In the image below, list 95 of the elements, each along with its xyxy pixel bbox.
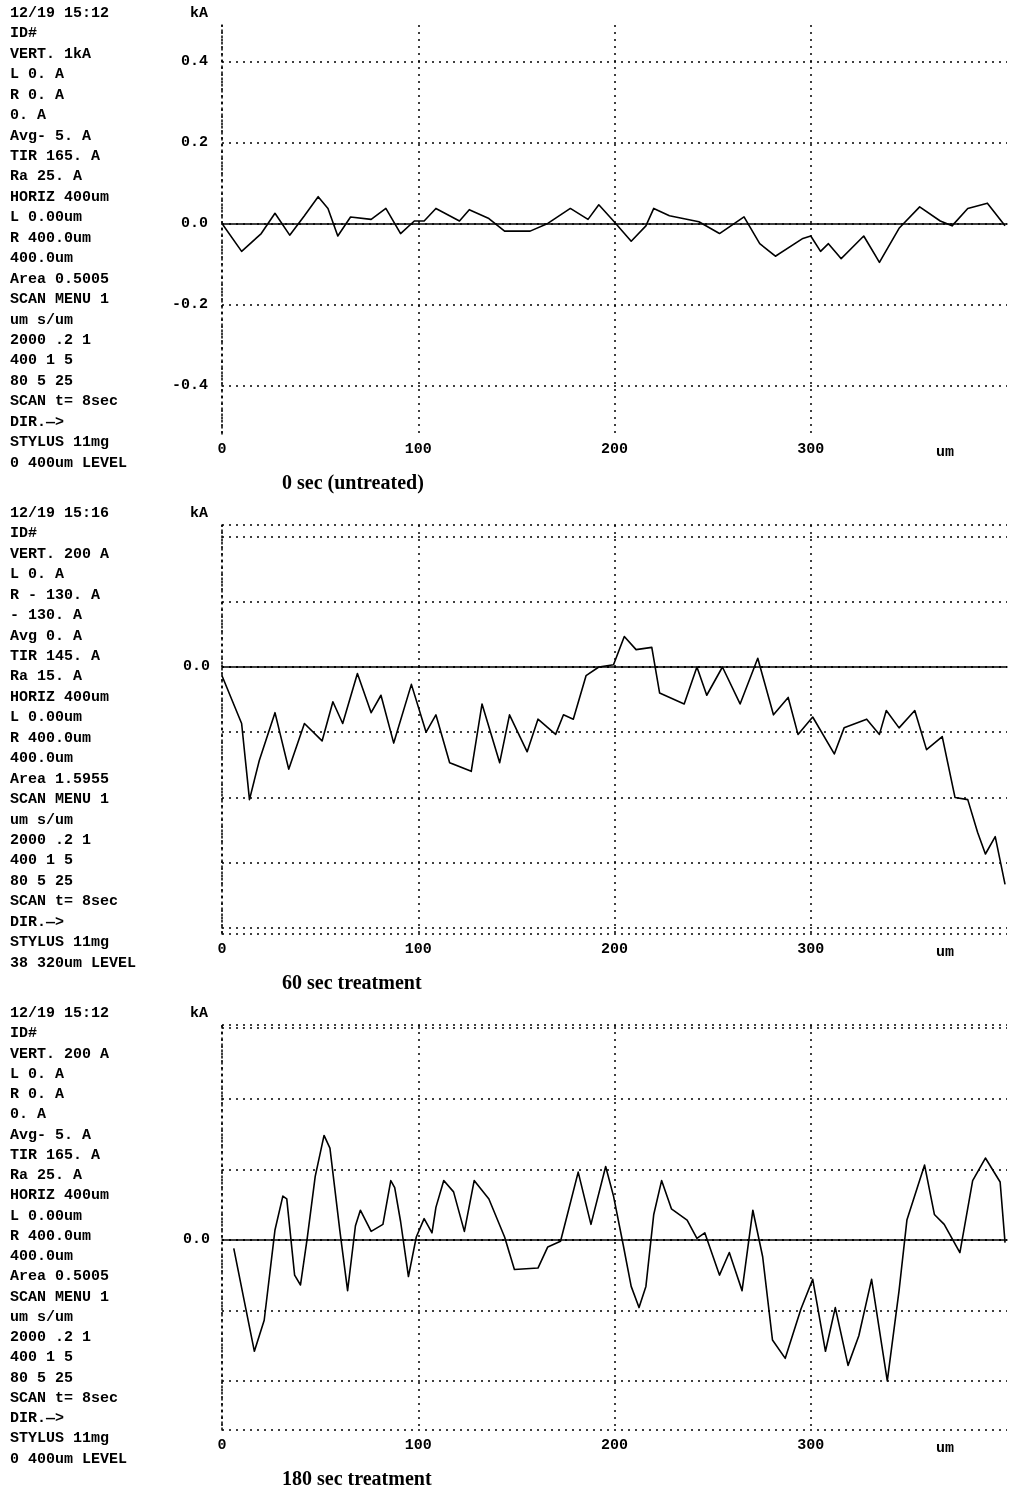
text: 12/19 15:16 — [10, 505, 110, 522]
x-tick-label: 200 — [600, 441, 629, 458]
text: ID# — [10, 525, 38, 543]
text: L 0. A — [10, 566, 65, 584]
text: Ra 25. A — [10, 1167, 83, 1185]
text: 0 400um LEVEL — [10, 1450, 128, 1468]
text: um s/um — [10, 311, 74, 329]
text: 80 5 25 — [10, 1369, 74, 1387]
text: R - 130. A — [10, 586, 101, 604]
text: 80 5 25 — [10, 372, 74, 390]
text: 180 sec treatment — [282, 1467, 432, 1489]
text: L 0. A — [10, 1065, 65, 1083]
text: Ra 15. A — [10, 668, 83, 686]
text: ID# — [10, 1025, 38, 1043]
x-axis-title: um — [936, 1440, 955, 1457]
text: SCAN t= 8sec — [10, 393, 119, 411]
text: 0. A — [10, 107, 47, 125]
x-tick-label: 200 — [600, 1437, 629, 1454]
text: Area 0.5005 — [10, 270, 110, 288]
text: R 0. A — [10, 86, 65, 104]
x-tick-label: 100 — [404, 941, 432, 958]
text: Area 1.5955 — [10, 770, 110, 788]
text: DIR.—> — [10, 1410, 65, 1428]
y-tick-label: 0.2 — [180, 133, 208, 151]
text: Ra 25. A — [10, 168, 83, 186]
text: SCAN t= 8sec — [10, 893, 119, 911]
x-tick-label: 300 — [797, 1437, 825, 1454]
text: 0 400um LEVEL — [10, 454, 128, 472]
text: TIR 165. A — [10, 148, 101, 166]
text: 60 sec treatment — [282, 971, 422, 993]
text: SCAN MENU 1 — [10, 791, 110, 809]
text: 400 1 5 — [10, 852, 74, 870]
text: R 400.0um — [10, 729, 92, 747]
text: R 400.0um — [10, 1227, 92, 1245]
y-tick-label: -0.4 — [171, 376, 208, 394]
text: HORIZ 400um — [10, 1187, 110, 1205]
text: um s/um — [10, 811, 74, 829]
text: ID# — [10, 25, 38, 43]
x-tick-label: 0 — [217, 941, 227, 958]
text: um s/um — [10, 1308, 74, 1326]
text: 2000 .2 1 — [10, 1329, 92, 1347]
text: DIR.—> — [10, 413, 65, 431]
x-axis-title: um — [936, 444, 955, 461]
y-axis-title: kA — [190, 505, 209, 522]
text: 0. A — [10, 1106, 47, 1124]
x-tick-label: 100 — [404, 1437, 432, 1454]
text: L 0.00um — [10, 709, 83, 727]
text: Area 0.5005 — [10, 1268, 110, 1286]
y-tick-label: -0.2 — [171, 295, 208, 313]
text: Avg- 5. A — [10, 127, 92, 145]
text: Avg- 5. A — [10, 1126, 92, 1144]
text: 80 5 25 — [10, 872, 74, 890]
y-axis-title: kA — [190, 5, 209, 22]
text: 12/19 15:12 — [10, 1005, 110, 1022]
text: 400.0um — [10, 250, 74, 268]
text: L 0.00um — [10, 209, 83, 227]
text: SCAN t= 8sec — [10, 1389, 119, 1407]
text: SCAN MENU 1 — [10, 1288, 110, 1306]
y-axis-title: kA — [190, 1005, 209, 1022]
x-tick-label: 300 — [797, 441, 825, 458]
x-tick-label: 200 — [600, 941, 629, 958]
text: STYLUS 11mg — [10, 1430, 110, 1448]
y-tick-label: 0.4 — [180, 52, 208, 70]
text: VERT. 1kA — [10, 45, 92, 63]
text: DIR.—> — [10, 913, 65, 931]
text: R 0. A — [10, 1086, 65, 1104]
text: TIR 145. A — [10, 648, 101, 666]
text: VERT. 200 A — [10, 1045, 110, 1063]
text: 38 320um LEVEL — [10, 954, 137, 972]
text: 0 sec (untreated) — [282, 471, 424, 494]
text: Avg 0. A — [10, 627, 83, 645]
text: 400.0um — [10, 750, 74, 768]
x-tick-label: 0 — [217, 1437, 227, 1454]
x-tick-label: 100 — [404, 441, 432, 458]
text: STYLUS 11mg — [10, 434, 110, 452]
text: STYLUS 11mg — [10, 934, 110, 952]
text: VERT. 200 A — [10, 545, 110, 563]
x-axis-title: um — [936, 944, 955, 961]
text: 400 1 5 — [10, 352, 74, 370]
text: 400 1 5 — [10, 1349, 74, 1367]
text: SCAN MENU 1 — [10, 291, 110, 309]
y-tick-label: 0.0 — [180, 214, 208, 232]
text: L 0. A — [10, 66, 65, 84]
x-tick-label: 0 — [217, 441, 227, 458]
text: 400.0um — [10, 1248, 74, 1266]
x-tick-label: 300 — [797, 941, 825, 958]
text: 2000 .2 1 — [10, 831, 92, 849]
text: R 400.0um — [10, 229, 92, 247]
text: 2000 .2 1 — [10, 331, 92, 349]
text: 12/19 15:12 — [10, 5, 110, 22]
text: HORIZ 400um — [10, 688, 110, 706]
text: L 0.00um — [10, 1207, 83, 1225]
text: HORIZ 400um — [10, 188, 110, 206]
text: TIR 165. A — [10, 1146, 101, 1164]
text: - 130. A — [10, 607, 83, 625]
